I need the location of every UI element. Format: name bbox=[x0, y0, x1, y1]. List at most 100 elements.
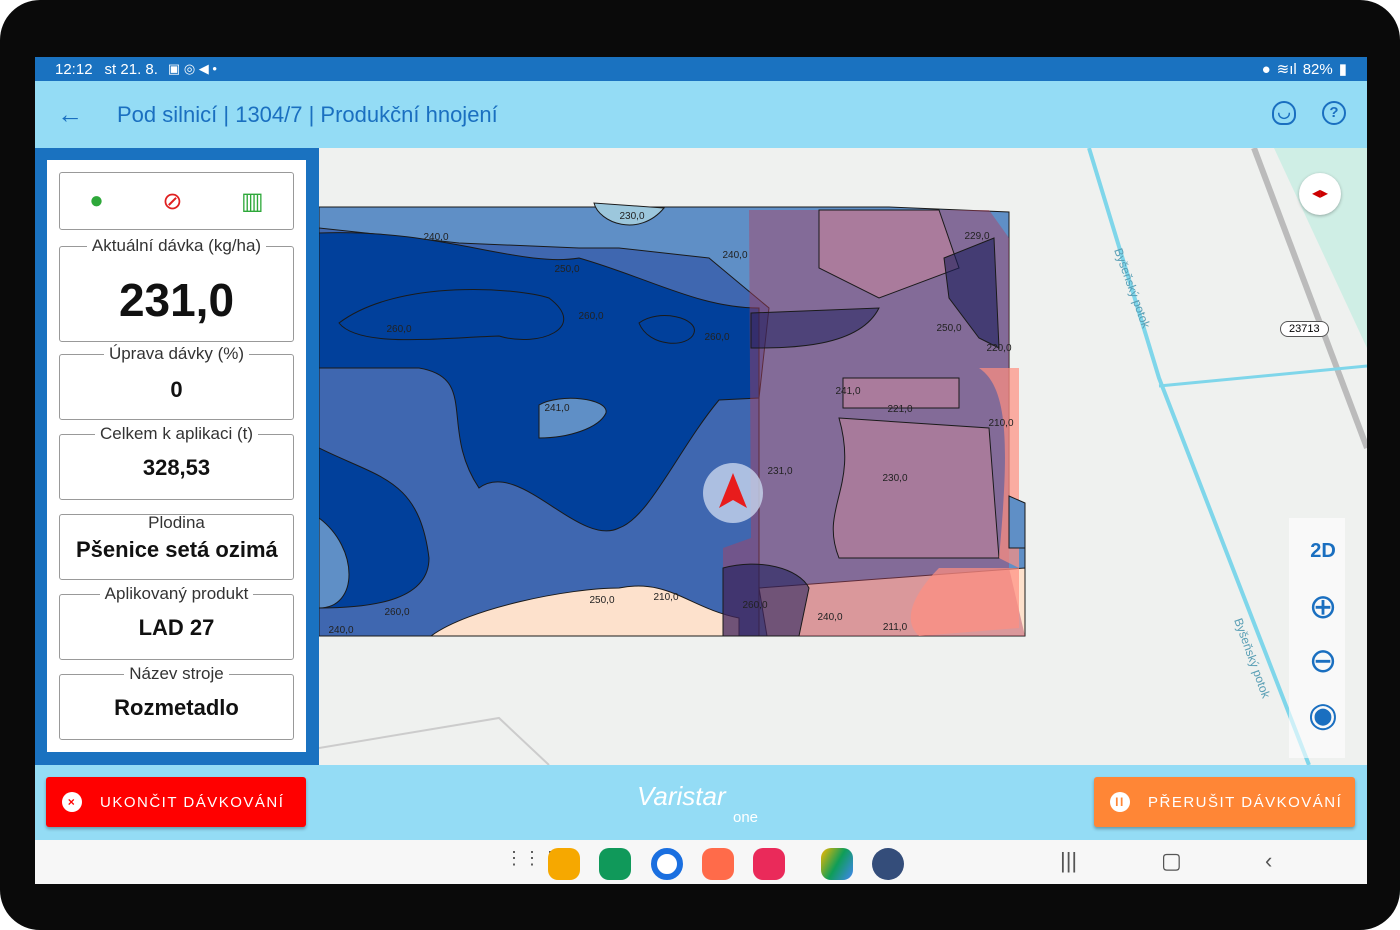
view-mode-toggle[interactable]: 2D bbox=[1310, 540, 1336, 562]
zone-label: 241,0 bbox=[835, 386, 860, 397]
field-value: LAD 27 bbox=[138, 615, 215, 640]
info-sidebar: ● ⊘ ▥ Aktuální dávka (kg/ha) 231,0 Úprav… bbox=[35, 148, 319, 765]
crop-field: Plodina Pšenice setá ozimá bbox=[59, 514, 294, 580]
settings-icon[interactable] bbox=[872, 848, 904, 880]
files-icon[interactable] bbox=[548, 848, 580, 880]
app-bar: ← Pod silnicí | 1304/7 | Produkční hnoje… bbox=[35, 81, 1367, 148]
field-label: Název stroje bbox=[124, 664, 229, 683]
zone-label-group: 230,0 240,0 240,0 250,0 260,0 260,0 260,0 241,0… bbox=[328, 211, 1013, 636]
zone-label: 260,0 bbox=[386, 324, 411, 335]
stream-label: Byšeňský potok bbox=[1111, 246, 1153, 331]
field-label: Aktuální dávka (kg/ha) bbox=[86, 236, 267, 255]
rate-adjust-field[interactable]: Úprava dávky (%) 0 bbox=[59, 344, 294, 420]
bottom-bar: × UKONČIT DÁVKOVÁNÍ Varistar one II PŘERUŠI… bbox=[35, 765, 1367, 840]
zone-label: 260,0 bbox=[742, 600, 767, 611]
location-icon: ● bbox=[1261, 60, 1271, 78]
zoom-in-button[interactable]: ⊕ bbox=[1308, 588, 1338, 626]
road-line bbox=[1251, 148, 1367, 450]
stream-branch bbox=[1158, 364, 1367, 388]
close-icon: × bbox=[62, 792, 82, 812]
status-icons: ● ⊘ ▥ bbox=[59, 172, 294, 230]
stop-label: UKONČIT DÁVKOVÁNÍ bbox=[100, 793, 285, 811]
status-bar: 12:12 st 21. 8. ▣ ◎ ◀ • ● ≋ıl 82% ▮ bbox=[35, 57, 1367, 81]
zone-label: 260,0 bbox=[704, 332, 729, 343]
vehicle-marker[interactable] bbox=[703, 463, 763, 523]
pause-icon: II bbox=[1110, 792, 1130, 812]
field-value: 231,0 bbox=[118, 274, 235, 326]
compass-icon[interactable]: ◂▸ bbox=[1299, 173, 1341, 215]
location-pin-icon[interactable]: ● bbox=[89, 187, 104, 214]
zone-label: 260,0 bbox=[384, 607, 409, 618]
stream-label-2: Byšeňský potok bbox=[1231, 616, 1273, 701]
zone-label: 220,0 bbox=[986, 343, 1011, 354]
zoom-out-button[interactable]: ⊖ bbox=[1308, 642, 1338, 680]
field-value: Pšenice setá ozimá bbox=[76, 537, 278, 562]
phone-icon[interactable] bbox=[599, 848, 631, 880]
camera-icon[interactable] bbox=[753, 848, 785, 880]
contacts-icon[interactable] bbox=[702, 848, 734, 880]
drive-icon[interactable] bbox=[821, 848, 853, 880]
battery-level: 82% bbox=[1302, 60, 1333, 78]
zone-label: 230,0 bbox=[619, 211, 644, 222]
machine-field: Název stroje Rozmetadlo bbox=[59, 664, 294, 740]
zone-label: 211,0 bbox=[883, 622, 908, 633]
help-circle-icon[interactable]: ? bbox=[1322, 101, 1346, 125]
messages-icon[interactable] bbox=[651, 848, 683, 880]
info-panel: ● ⊘ ▥ Aktuální dávka (kg/ha) 231,0 Úprav… bbox=[47, 160, 306, 752]
green-area bbox=[1274, 148, 1367, 348]
status-date: st 21. 8. bbox=[104, 60, 158, 78]
zone-label: 229,0 bbox=[964, 231, 989, 242]
field-label: Celkem k aplikaci (t) bbox=[94, 424, 259, 443]
locate-button[interactable]: ◉ bbox=[1308, 696, 1338, 734]
apps-grid-icon[interactable]: ⋮⋮⋮ bbox=[505, 848, 559, 868]
pause-label: PŘERUŠIT DÁVKOVÁNÍ bbox=[1148, 793, 1343, 811]
screen: 12:12 st 21. 8. ▣ ◎ ◀ • ● ≋ıl 82% ▮ ← Pod s… bbox=[35, 57, 1367, 884]
yield-zones bbox=[319, 202, 1026, 637]
zone-label: 250,0 bbox=[554, 264, 579, 275]
battery-icon: ▮ bbox=[1338, 61, 1347, 78]
zone-label: 240,0 bbox=[817, 612, 842, 623]
zone-label: 221,0 bbox=[887, 404, 912, 415]
wifi-signal-icon: ≋ıl bbox=[1276, 61, 1297, 78]
status-time: 12:12 bbox=[55, 60, 93, 78]
zone-label: 250,0 bbox=[589, 595, 614, 606]
map-text-layer: Byšeňský potok Byšeňský potok bbox=[1111, 246, 1273, 701]
zone-label: 240,0 bbox=[328, 625, 353, 636]
field-label: Plodina bbox=[143, 515, 210, 532]
android-nav-bar: ⋮⋮⋮ ||| ▢ ‹ bbox=[35, 840, 1367, 884]
back-nav-button[interactable]: ‹ bbox=[1265, 848, 1273, 873]
current-rate-field: Aktuální dávka (kg/ha) 231,0 bbox=[59, 236, 294, 342]
home-button[interactable]: ▢ bbox=[1161, 848, 1182, 873]
map-icon[interactable]: ▥ bbox=[241, 187, 264, 215]
zone-label: 230,0 bbox=[882, 473, 907, 484]
stream-line bbox=[1087, 148, 1311, 765]
zone-label: 231,0 bbox=[767, 466, 792, 477]
zone-label: 210,0 bbox=[988, 418, 1013, 429]
road-number-label: 23713 bbox=[1280, 321, 1329, 337]
total-application-field: Celkem k aplikaci (t) 328,53 bbox=[59, 424, 294, 500]
recents-button[interactable]: ||| bbox=[1060, 848, 1078, 873]
varistar-logo: Varistar one bbox=[637, 781, 759, 826]
back-button[interactable]: ← bbox=[57, 99, 83, 129]
notification-icons: ▣ ◎ ◀ • bbox=[167, 61, 217, 76]
zone-label: 241,0 bbox=[544, 403, 569, 414]
stop-dosing-button[interactable]: × UKONČIT DÁVKOVÁNÍ bbox=[46, 777, 306, 827]
field-value: 328,53 bbox=[142, 455, 211, 480]
wifi-off-icon[interactable]: ⊘ bbox=[162, 187, 183, 215]
pause-dosing-button[interactable]: II PŘERUŠIT DÁVKOVÁNÍ bbox=[1094, 777, 1355, 827]
zone-label: 240,0 bbox=[423, 232, 448, 243]
field-value: 0 bbox=[170, 377, 183, 402]
zone-label: 250,0 bbox=[936, 323, 961, 334]
field-label: Aplikovaný produkt bbox=[99, 584, 254, 603]
headset-icon[interactable]: ◡ bbox=[1272, 101, 1296, 125]
page-title: Pod silnicí | 1304/7 | Produkční hnojení bbox=[117, 101, 498, 127]
field-label: Úprava dávky (%) bbox=[103, 344, 250, 363]
map-view[interactable]: 230,0 240,0 240,0 250,0 260,0 260,0 260,0 241,0… bbox=[319, 148, 1367, 765]
field-value: Rozmetadlo bbox=[114, 695, 239, 720]
zone-label: 240,0 bbox=[722, 250, 747, 261]
product-field: Aplikovaný produkt LAD 27 bbox=[59, 584, 294, 660]
path-line bbox=[319, 716, 550, 765]
zone-label: 210,0 bbox=[653, 592, 678, 603]
map-canvas[interactable]: 230,0 240,0 240,0 250,0 260,0 260,0 260,0 241,0… bbox=[319, 148, 1367, 765]
zone-label: 260,0 bbox=[578, 311, 603, 322]
